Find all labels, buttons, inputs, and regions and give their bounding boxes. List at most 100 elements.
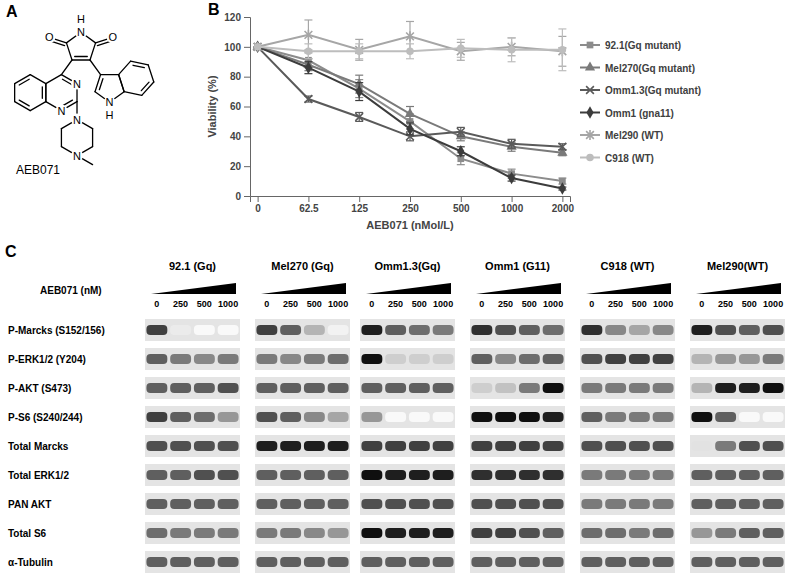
band	[385, 528, 406, 538]
error-cap	[355, 75, 363, 76]
dose-wedge	[586, 283, 671, 294]
band	[256, 499, 277, 509]
atom-label: N	[106, 96, 114, 108]
x-tick-label: 0	[255, 203, 261, 214]
legend-entry: Omm1 (gna11)	[580, 106, 674, 118]
bond	[66, 43, 72, 60]
error-cap	[406, 106, 414, 107]
blot-header: C918 (WT)	[601, 260, 655, 272]
blot-strip	[360, 406, 455, 428]
marker	[305, 30, 313, 40]
bond	[119, 61, 131, 74]
band	[409, 383, 430, 393]
blot-strip	[145, 551, 240, 573]
blot-strip	[145, 406, 240, 428]
blot-strip	[690, 551, 785, 573]
band	[715, 499, 736, 509]
band	[304, 325, 325, 335]
row-label: P-ERK1/2 (Y204)	[8, 354, 86, 365]
band	[471, 528, 492, 538]
band	[361, 412, 382, 422]
band	[218, 499, 239, 509]
bond	[45, 84, 46, 102]
marker	[457, 145, 464, 157]
band	[146, 412, 167, 422]
band	[605, 528, 626, 538]
band	[519, 557, 540, 567]
error-cap	[508, 37, 516, 38]
atom-label: N	[77, 26, 85, 38]
bond	[30, 75, 46, 84]
band	[739, 557, 760, 567]
band	[433, 383, 454, 393]
band	[495, 325, 516, 335]
band	[385, 412, 406, 422]
band	[581, 325, 602, 335]
dose-label: 500	[197, 299, 212, 309]
bond	[101, 74, 119, 75]
blot-strip	[255, 551, 350, 573]
band	[581, 557, 602, 567]
band	[581, 412, 602, 422]
bond	[148, 65, 154, 82]
blot-strip	[690, 493, 785, 515]
blot-strip	[470, 406, 565, 428]
band	[629, 557, 650, 567]
band	[194, 383, 215, 393]
band	[605, 354, 626, 364]
panel-label: B	[208, 1, 220, 18]
band	[629, 325, 650, 335]
atom-label: N	[73, 78, 81, 90]
band	[629, 470, 650, 480]
y-axis-title: Viability (%)	[206, 75, 218, 137]
blot-strip	[360, 551, 455, 573]
band	[605, 441, 626, 451]
blot-panel: Mel270 (Gq)02505001000	[255, 260, 350, 573]
band	[471, 383, 492, 393]
row-label: Total Marcks	[8, 441, 69, 452]
dose-label: 0	[589, 299, 594, 309]
panel-label: A	[6, 3, 18, 20]
y-tick: 20	[230, 161, 250, 172]
bond	[30, 102, 46, 111]
band	[280, 528, 301, 538]
band	[629, 412, 650, 422]
band	[763, 412, 784, 422]
blot-strip	[145, 464, 240, 486]
bond	[19, 100, 29, 106]
blot-strip	[145, 377, 240, 399]
band	[691, 470, 712, 480]
series-line	[258, 47, 563, 147]
band	[218, 470, 239, 480]
blot-strip	[255, 319, 350, 341]
marker	[559, 46, 567, 54]
panel-b: B020406080100120062.512525050010002000Vi…	[206, 1, 701, 231]
compound-name: AEB071	[16, 163, 60, 177]
marker	[355, 48, 363, 56]
bond	[45, 84, 46, 102]
band	[739, 325, 760, 335]
blot-strip	[145, 435, 240, 457]
band	[280, 441, 301, 451]
band	[519, 470, 540, 480]
atom-label: O	[45, 31, 54, 43]
band	[146, 354, 167, 364]
band	[409, 412, 430, 422]
band	[385, 354, 406, 364]
dose-label: 1000	[218, 299, 238, 309]
band	[715, 412, 736, 422]
band	[763, 499, 784, 509]
x-tick-label: 125	[351, 203, 368, 214]
band	[361, 325, 382, 335]
band	[495, 383, 516, 393]
band	[304, 499, 325, 509]
band	[385, 441, 406, 451]
legend-swatch	[586, 86, 594, 94]
blot-strip	[470, 522, 565, 544]
band	[715, 441, 736, 451]
band	[629, 354, 650, 364]
blot-header: Omm1.3(Gq)	[374, 260, 440, 272]
marker	[254, 43, 262, 51]
y-axis: 020406080100120	[224, 12, 250, 202]
bond	[72, 59, 90, 60]
